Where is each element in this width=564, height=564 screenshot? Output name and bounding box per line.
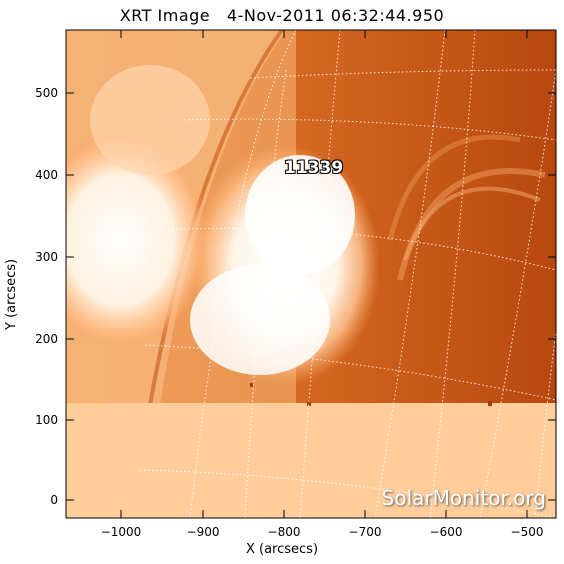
y-axis-label: Y (arcsecs)	[4, 258, 19, 330]
y-tick-label: 500	[35, 86, 58, 100]
y-tick-label: 0	[50, 493, 58, 507]
y-tick-label: 300	[35, 250, 58, 264]
x-tick-label: −800	[267, 525, 301, 539]
x-tick-label: −900	[186, 525, 220, 539]
active-region-label: 11339	[284, 158, 344, 178]
y-tick-label: 100	[35, 413, 58, 427]
y-tick-marks	[66, 92, 556, 501]
x-tick-label: −1000	[100, 525, 142, 539]
x-tick-label: −500	[510, 525, 544, 539]
x-axis-label: X (arcsecs)	[245, 542, 319, 557]
x-tick-marks	[120, 30, 528, 518]
x-tick-label: −700	[348, 525, 382, 539]
watermark: SolarMonitor.org	[381, 486, 546, 510]
missing-data-band	[66, 403, 556, 518]
plot-frame	[65, 29, 557, 519]
x-tick-label: −600	[429, 525, 463, 539]
bright-region-left	[66, 130, 210, 350]
image-title: XRT Image 4-Nov-2011 06:32:44.950	[119, 6, 445, 25]
y-tick-label: 200	[35, 332, 58, 346]
y-tick-label: 400	[35, 168, 58, 182]
image-area	[66, 30, 556, 518]
heliographic-grid	[139, 30, 556, 518]
